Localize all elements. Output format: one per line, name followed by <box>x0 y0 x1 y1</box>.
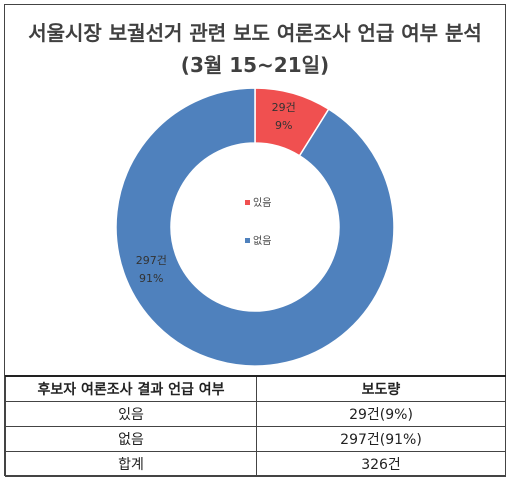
table-row: 있음 29건(9%) <box>5 401 506 427</box>
donut-slice-no <box>115 87 395 367</box>
chart-subtitle: (3월 15~21일) <box>180 53 330 77</box>
table-header-cell: 후보자 여론조사 결과 언급 여부 <box>5 375 257 402</box>
table-header-row: 후보자 여론조사 결과 언급 여부 보도량 <box>5 375 506 402</box>
legend-swatch <box>245 200 250 205</box>
table-cell: 없음 <box>5 426 257 452</box>
table-row: 없음 297건(91%) <box>5 426 506 452</box>
legend-label: 없음 <box>253 234 271 247</box>
legend-swatch <box>245 238 250 243</box>
table-row: 합계 326건 <box>5 451 506 477</box>
table-cell: 합계 <box>5 451 257 477</box>
legend-label: 있음 <box>253 197 271 209</box>
data-label-count: 297건 <box>136 254 167 267</box>
chart-frame: 서울시장 보궐선거 관련 보도 여론조사 언급 여부 분석 (3월 15~21일… <box>4 4 506 477</box>
table-cell: 326건 <box>256 451 506 477</box>
summary-table: 후보자 여론조사 결과 언급 여부 보도량 있음 29건(9%) 없음 297건… <box>5 375 506 477</box>
table-cell: 297건(91%) <box>256 426 506 452</box>
table-header-cell: 보도량 <box>256 375 506 402</box>
table-cell: 29건(9%) <box>256 401 506 427</box>
data-label-pct: 9% <box>275 119 292 132</box>
data-label-count: 29건 <box>272 101 296 114</box>
chart-title: 서울시장 보궐선거 관련 보도 여론조사 언급 여부 분석 <box>28 21 482 45</box>
table-cell: 있음 <box>5 401 257 427</box>
data-label-pct: 91% <box>139 272 163 285</box>
